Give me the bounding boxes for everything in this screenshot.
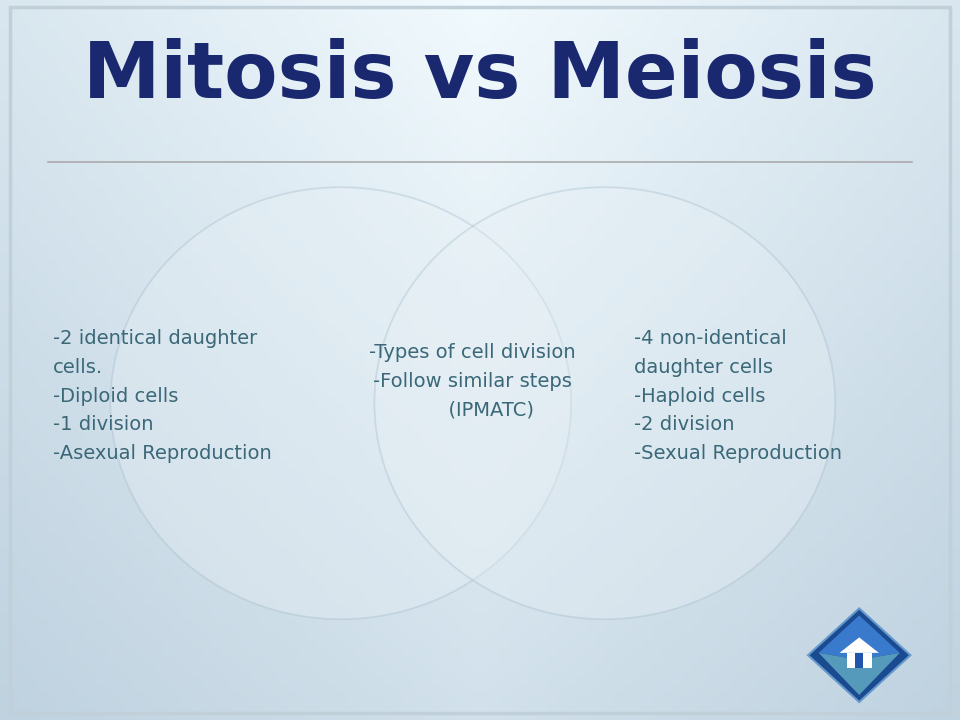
Polygon shape (840, 637, 878, 653)
Ellipse shape (110, 187, 571, 619)
Polygon shape (855, 653, 863, 668)
Text: -4 non-identical
daughter cells
-Haploid cells
-2 division
-Sexual Reproduction: -4 non-identical daughter cells -Haploid… (634, 329, 842, 463)
Polygon shape (819, 616, 900, 660)
Polygon shape (819, 653, 900, 695)
Text: -2 identical daughter
cells.
-Diploid cells
-1 division
-Asexual Reproduction: -2 identical daughter cells. -Diploid ce… (53, 329, 272, 463)
Polygon shape (808, 608, 910, 702)
Text: Mitosis vs Meiosis: Mitosis vs Meiosis (84, 37, 876, 114)
Polygon shape (847, 653, 872, 668)
Text: -Types of cell division
-Follow similar steps
      (IPMATC): -Types of cell division -Follow similar … (369, 343, 576, 420)
Ellipse shape (374, 187, 835, 619)
